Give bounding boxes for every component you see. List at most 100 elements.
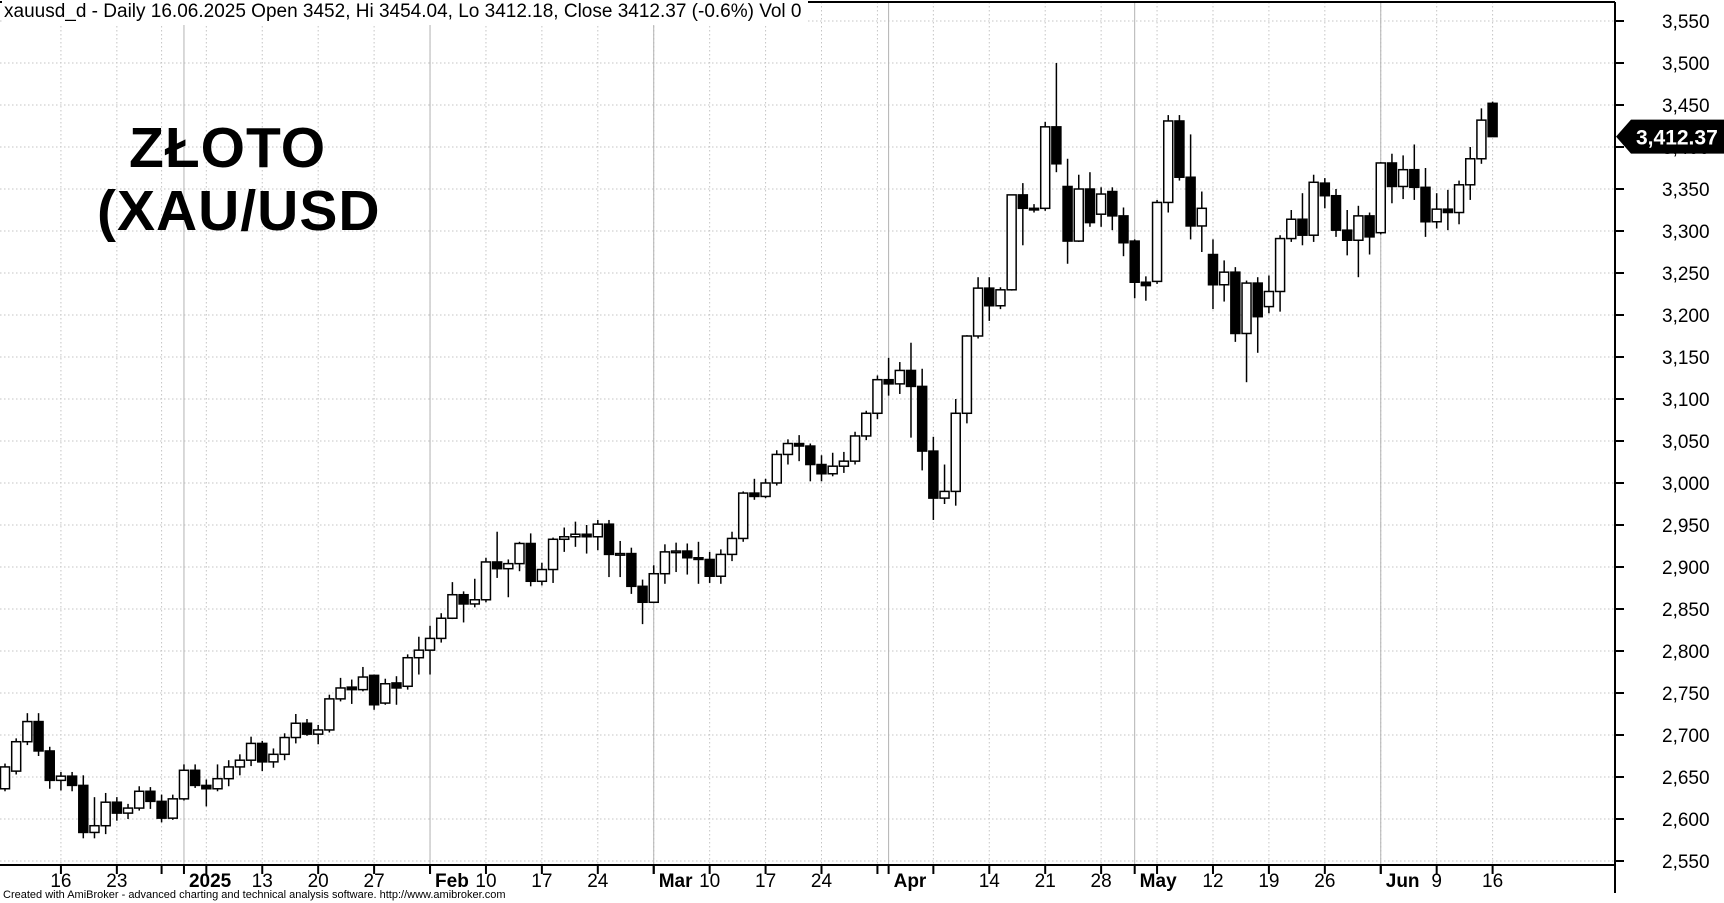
candle[interactable] bbox=[536, 562, 548, 586]
candle[interactable] bbox=[167, 794, 179, 820]
candle[interactable] bbox=[424, 625, 436, 675]
candle[interactable] bbox=[1453, 180, 1465, 225]
candle[interactable] bbox=[268, 748, 279, 768]
candle[interactable] bbox=[357, 666, 369, 692]
candle[interactable] bbox=[10, 738, 22, 775]
candle[interactable] bbox=[178, 764, 190, 801]
candle[interactable] bbox=[1140, 276, 1152, 301]
candle[interactable] bbox=[312, 724, 324, 745]
candle[interactable] bbox=[1487, 101, 1498, 138]
candle[interactable] bbox=[1207, 239, 1219, 310]
candle[interactable] bbox=[413, 636, 425, 675]
candle[interactable] bbox=[380, 678, 391, 705]
candle[interactable] bbox=[257, 740, 268, 772]
candle[interactable] bbox=[1330, 189, 1342, 237]
candle[interactable] bbox=[156, 794, 167, 823]
candle[interactable] bbox=[1006, 194, 1017, 291]
candle[interactable] bbox=[693, 541, 704, 584]
candle[interactable] bbox=[234, 754, 246, 776]
candle[interactable] bbox=[984, 277, 995, 321]
candle[interactable] bbox=[1230, 267, 1241, 342]
candle[interactable] bbox=[335, 677, 346, 702]
candle[interactable] bbox=[22, 713, 33, 746]
candle[interactable] bbox=[592, 519, 604, 551]
candle[interactable] bbox=[995, 287, 1006, 310]
candle[interactable] bbox=[133, 786, 145, 811]
candle[interactable] bbox=[503, 559, 514, 598]
candle[interactable] bbox=[771, 450, 783, 486]
candle[interactable] bbox=[1107, 187, 1118, 231]
candle[interactable] bbox=[368, 674, 380, 710]
candle[interactable] bbox=[760, 478, 771, 499]
candle[interactable] bbox=[1129, 239, 1140, 299]
candle[interactable] bbox=[1319, 178, 1331, 209]
candle[interactable] bbox=[614, 540, 626, 578]
candle[interactable] bbox=[1095, 187, 1107, 227]
candle[interactable] bbox=[1084, 172, 1096, 227]
candle[interactable] bbox=[1397, 155, 1409, 200]
candle[interactable] bbox=[726, 531, 738, 562]
candle[interactable] bbox=[346, 679, 357, 704]
candle[interactable] bbox=[514, 541, 525, 572]
candle[interactable] bbox=[637, 579, 648, 625]
candle[interactable] bbox=[872, 375, 883, 420]
candle[interactable] bbox=[1286, 210, 1297, 242]
candle[interactable] bbox=[402, 654, 413, 690]
candle[interactable] bbox=[1218, 260, 1230, 302]
candle[interactable] bbox=[1017, 183, 1029, 246]
candle[interactable] bbox=[1274, 235, 1286, 312]
candle[interactable] bbox=[961, 335, 973, 424]
candle[interactable] bbox=[1353, 205, 1364, 278]
candle[interactable] bbox=[1151, 199, 1163, 284]
candle[interactable] bbox=[447, 582, 458, 620]
candle[interactable] bbox=[324, 694, 335, 733]
candle[interactable] bbox=[1375, 162, 1387, 235]
candle[interactable] bbox=[111, 797, 123, 821]
candle[interactable] bbox=[301, 719, 313, 736]
candle[interactable] bbox=[547, 537, 559, 583]
candle[interactable] bbox=[1386, 153, 1398, 204]
candle[interactable] bbox=[1252, 277, 1263, 353]
candle[interactable] bbox=[201, 779, 212, 807]
candle[interactable] bbox=[570, 521, 581, 547]
candle[interactable] bbox=[55, 771, 67, 791]
candle[interactable] bbox=[1308, 174, 1319, 242]
candle[interactable] bbox=[659, 544, 671, 584]
candle[interactable] bbox=[682, 543, 693, 575]
candle[interactable] bbox=[883, 357, 894, 396]
candle[interactable] bbox=[860, 410, 872, 441]
candle[interactable] bbox=[491, 531, 503, 578]
candle[interactable] bbox=[749, 478, 760, 500]
candle[interactable] bbox=[626, 547, 637, 594]
candle[interactable] bbox=[581, 525, 592, 554]
candle[interactable] bbox=[1039, 121, 1051, 211]
candle[interactable] bbox=[782, 439, 794, 465]
candle[interactable] bbox=[0, 763, 11, 792]
candle[interactable] bbox=[189, 764, 201, 788]
candle[interactable] bbox=[1420, 168, 1431, 237]
candle[interactable] bbox=[1431, 193, 1442, 229]
candle[interactable] bbox=[1174, 115, 1185, 181]
candle[interactable] bbox=[1476, 108, 1487, 164]
candle[interactable] bbox=[793, 435, 805, 462]
candle[interactable] bbox=[1196, 191, 1208, 252]
candle[interactable] bbox=[827, 452, 838, 477]
candle[interactable] bbox=[1263, 275, 1275, 314]
candle[interactable] bbox=[435, 613, 447, 643]
candle[interactable] bbox=[279, 733, 290, 761]
candle[interactable] bbox=[33, 713, 44, 756]
candle[interactable] bbox=[223, 760, 234, 787]
candle[interactable] bbox=[89, 797, 100, 839]
candle[interactable] bbox=[805, 443, 816, 482]
candle[interactable] bbox=[950, 399, 961, 506]
candle[interactable] bbox=[100, 792, 111, 835]
candle[interactable] bbox=[939, 464, 950, 504]
candle[interactable] bbox=[715, 549, 727, 584]
candle[interactable] bbox=[1073, 174, 1085, 242]
candle[interactable] bbox=[458, 591, 469, 623]
candle[interactable] bbox=[905, 342, 917, 438]
candle[interactable] bbox=[1464, 147, 1476, 200]
candle[interactable] bbox=[212, 764, 223, 792]
candle[interactable] bbox=[894, 362, 906, 394]
candle[interactable] bbox=[44, 746, 55, 789]
